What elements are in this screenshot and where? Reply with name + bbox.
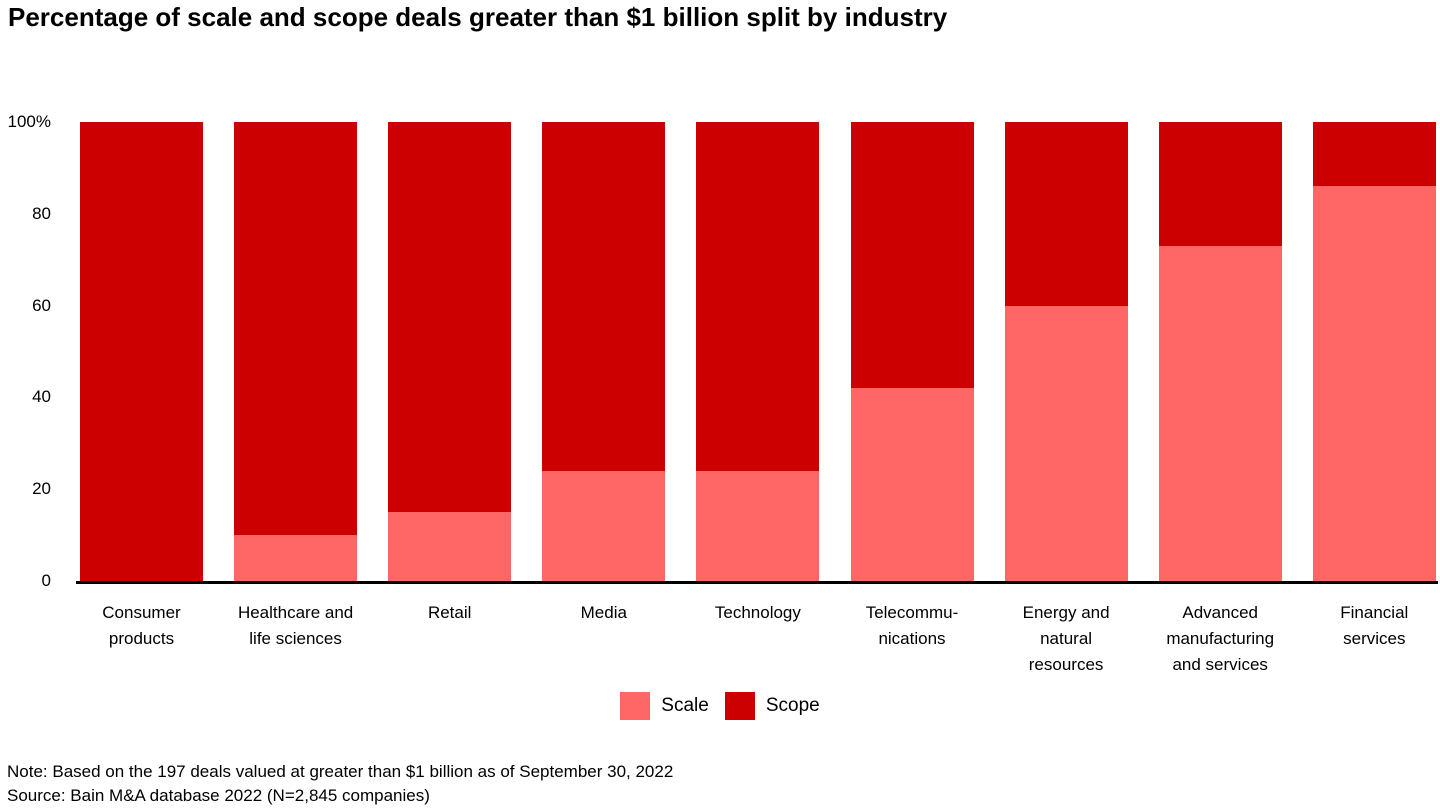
x-label-technology: Technology <box>673 600 843 626</box>
bar-segment-scale-energy-and-natural-resources <box>1004 305 1128 581</box>
bar-financial-services <box>1312 122 1436 581</box>
bar-media <box>542 122 666 581</box>
x-label-energy-and-natural-resources: Energy and natural resources <box>981 600 1151 678</box>
bar-segment-scope-energy-and-natural-resources <box>1004 122 1128 306</box>
bar-healthcare-and-life-sciences <box>234 122 358 581</box>
legend-label-scale: Scale <box>661 695 709 716</box>
x-label-retail: Retail <box>365 600 535 626</box>
x-label-line: and services <box>1172 655 1268 674</box>
y-tick-label-40: 40 <box>32 387 51 407</box>
bar-segment-scope-telecommunications <box>850 122 974 389</box>
bar-segment-scope-technology <box>696 122 820 471</box>
bar-consumer-products <box>80 122 203 581</box>
footer: Note: Based on the 197 deals valued at g… <box>7 760 673 808</box>
bar-advanced-manufacturing-and-services <box>1158 122 1282 581</box>
plot-area: 100% 80 60 40 20 0 <box>8 112 1438 590</box>
bar-segment-scope-financial-services <box>1312 122 1436 187</box>
bar-segment-scale-healthcare-and-life-sciences <box>234 535 358 581</box>
x-label-line: Retail <box>427 603 472 622</box>
bar-telecommunications <box>850 122 974 581</box>
x-label-line: Media <box>580 603 627 622</box>
bar-energy-and-natural-resources <box>1004 122 1128 581</box>
legend-item-scale: Scale <box>620 692 709 720</box>
legend-swatch-scope <box>724 692 755 720</box>
x-label-telecommunications: Telecommu-nications <box>827 600 997 652</box>
bar-segment-scope-advanced-manufacturing-and-services <box>1158 122 1282 246</box>
x-label-line: Technology <box>714 603 801 622</box>
x-label-line: Financial <box>1340 603 1409 622</box>
x-label-line: products <box>108 629 175 648</box>
bar-segment-scope-media <box>542 122 666 471</box>
chart-title: Percentage of scale and scope deals grea… <box>8 2 948 32</box>
bar-segment-scope-healthcare-and-life-sciences <box>234 122 358 536</box>
bar-segment-scale-advanced-manufacturing-and-services <box>1158 245 1282 581</box>
x-label-line: services <box>1343 629 1406 648</box>
x-axis-line <box>76 581 1438 584</box>
bar-segment-scale-media <box>542 470 666 581</box>
x-label-line: Energy and <box>1022 603 1110 622</box>
bar-segment-scale-technology <box>696 470 820 581</box>
legend: Scale Scope <box>0 692 1440 720</box>
x-label-line: Consumer <box>102 603 181 622</box>
x-label-healthcare-and-life-sciences: Healthcare and life sciences <box>211 600 381 652</box>
y-tick-label-80: 80 <box>32 203 51 223</box>
x-label-media: Media <box>519 600 689 626</box>
y-tick-label-20: 20 <box>32 479 51 499</box>
y-tick-label-0: 0 <box>41 571 51 590</box>
bar-segment-scope-consumer-products <box>80 122 203 581</box>
x-label-line: manufacturing <box>1166 629 1275 648</box>
x-label-line: natural <box>1040 629 1093 648</box>
x-label-line: nications <box>878 629 946 648</box>
bar-segment-scope-retail <box>388 122 512 513</box>
bar-technology <box>696 122 820 581</box>
x-label-line: Advanced <box>1182 603 1258 622</box>
x-label-line: Telecommu- <box>865 603 959 622</box>
x-label-line: resources <box>1028 655 1104 674</box>
x-label-line: life sciences <box>249 629 342 648</box>
legend-swatch-scale <box>620 692 651 720</box>
bar-retail <box>388 122 512 581</box>
source-text: Source: Bain M&A database 2022 (N=2,845 … <box>7 786 430 805</box>
bar-segment-scale-telecommunications <box>850 388 974 581</box>
x-label-advanced-manufacturing-and-services: Advanced manufacturing and services <box>1135 600 1305 678</box>
legend-label-scope: Scope <box>765 695 820 716</box>
y-tick-label-100: 100% <box>7 112 51 131</box>
bar-segment-scale-retail <box>388 512 512 581</box>
bar-segment-scale-financial-services <box>1312 186 1436 581</box>
x-label-consumer-products: Consumer products <box>57 600 227 652</box>
legend-item-scope: Scope <box>724 692 820 720</box>
note-text: Note: Based on the 197 deals valued at g… <box>7 762 674 781</box>
x-label-financial-services: Financial services <box>1289 600 1440 652</box>
x-label-line: Healthcare and <box>237 603 354 622</box>
y-tick-label-60: 60 <box>32 295 51 315</box>
